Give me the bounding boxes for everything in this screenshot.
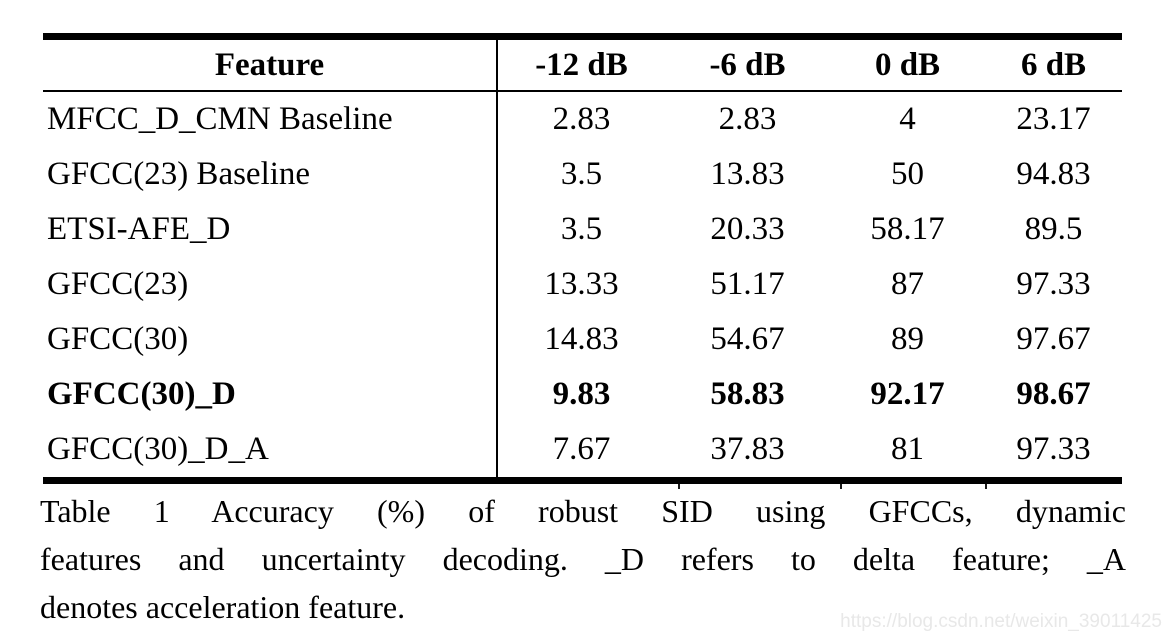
column-header-6db: 6 dB <box>985 36 1122 92</box>
value-cell: 89 <box>891 321 924 357</box>
value-cell: 89.5 <box>1024 211 1083 247</box>
value-cell: 97.33 <box>1016 266 1091 302</box>
rule-artifact <box>678 484 680 489</box>
value-cell: 13.33 <box>544 266 619 302</box>
caption-line: denotes acceleration feature. <box>40 589 406 625</box>
column-header-minus6db: -6 dB <box>665 36 830 92</box>
value-cell: 97.33 <box>1016 431 1091 467</box>
table-caption: Table 1 Accuracy (%) of robust SID using… <box>40 487 1126 631</box>
value-cell: 3.5 <box>560 211 603 247</box>
value-cell: 98.67 <box>1016 376 1091 412</box>
value-cell: 97.67 <box>1016 321 1091 357</box>
table-row: GFCC(30) 14.83 54.67 89 97.67 <box>43 312 1122 367</box>
value-cell: 37.83 <box>710 431 785 467</box>
value-cell: 7.67 <box>552 431 611 467</box>
value-cell: 58.83 <box>710 376 785 412</box>
value-cell: 87 <box>891 266 924 302</box>
value-cell: 2.83 <box>718 101 777 137</box>
feature-cell: ETSI-AFE_D <box>43 202 498 257</box>
value-cell: 3.5 <box>560 156 603 192</box>
value-cell: 13.83 <box>710 156 785 192</box>
value-cell: 51.17 <box>710 266 785 302</box>
table-row-highlighted: GFCC(30)_D 9.83 58.83 92.17 98.67 <box>43 367 1122 422</box>
table-row: ETSI-AFE_D 3.5 20.33 58.17 89.5 <box>43 202 1122 257</box>
value-cell: 4 <box>899 101 916 137</box>
column-header-feature: Feature <box>43 36 498 92</box>
feature-cell: GFCC(30)_D <box>43 367 498 422</box>
feature-cell: GFCC(23) Baseline <box>43 147 498 202</box>
value-cell: 20.33 <box>710 211 785 247</box>
rule-artifact <box>840 484 842 489</box>
column-header-minus12db: -12 dB <box>497 36 665 92</box>
feature-cell: GFCC(30)_D_A <box>43 422 498 481</box>
value-cell: 58.17 <box>870 211 945 247</box>
value-cell: 94.83 <box>1016 156 1091 192</box>
feature-cell: GFCC(23) <box>43 257 498 312</box>
table-header-row: Feature -12 dB -6 dB 0 dB 6 dB <box>43 36 1122 92</box>
feature-cell: MFCC_D_CMN Baseline <box>43 91 498 147</box>
csdn-watermark: https://blog.csdn.net/weixin_39011425 <box>840 611 1162 632</box>
feature-cell: GFCC(30) <box>43 312 498 367</box>
table-row: GFCC(23) 13.33 51.17 87 97.33 <box>43 257 1122 312</box>
column-header-0db: 0 dB <box>830 36 985 92</box>
value-cell: 23.17 <box>1016 101 1091 137</box>
rule-artifact <box>985 484 987 489</box>
value-cell: 92.17 <box>870 376 945 412</box>
table-row: MFCC_D_CMN Baseline 2.83 2.83 4 23.17 <box>43 91 1122 147</box>
value-cell: 14.83 <box>544 321 619 357</box>
caption-line: Table 1 Accuracy (%) of robust SID using… <box>40 493 1126 529</box>
value-cell: 2.83 <box>552 101 611 137</box>
value-cell: 81 <box>891 431 924 467</box>
value-cell: 54.67 <box>710 321 785 357</box>
value-cell: 9.83 <box>552 376 611 412</box>
caption-line: features and uncertainty decoding. _D re… <box>40 541 1126 577</box>
value-cell: 50 <box>891 156 924 192</box>
table-row: GFCC(23) Baseline 3.5 13.83 50 94.83 <box>43 147 1122 202</box>
results-table: Feature -12 dB -6 dB 0 dB 6 dB MFCC_D_CM… <box>43 33 1122 484</box>
table-row: GFCC(30)_D_A 7.67 37.83 81 97.33 <box>43 422 1122 481</box>
